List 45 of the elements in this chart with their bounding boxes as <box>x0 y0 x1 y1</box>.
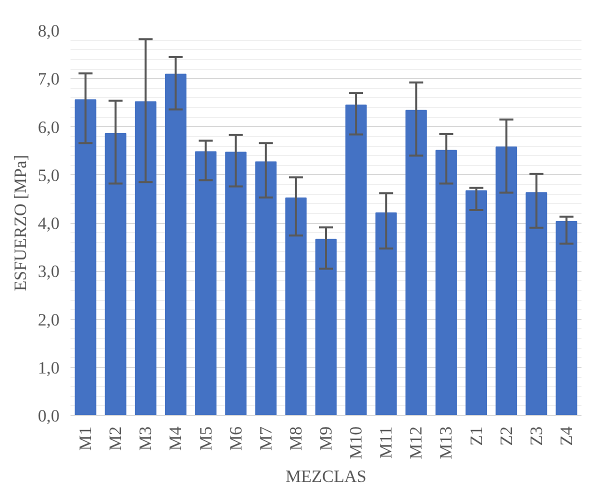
bar <box>164 74 186 416</box>
y-tick-label: 2,0 <box>38 310 60 330</box>
x-tick-label: M9 <box>316 426 336 451</box>
bar <box>134 101 156 416</box>
x-tick-label: M10 <box>346 426 366 460</box>
y-tick-label: 8,0 <box>38 22 60 40</box>
y-tick-label: 4,0 <box>38 214 60 233</box>
x-tick-label: M2 <box>106 426 126 451</box>
y-tick-label: 5,0 <box>38 166 60 185</box>
bar <box>225 152 247 416</box>
y-tick-label: 6,0 <box>38 118 60 137</box>
y-tick-label: 1,0 <box>38 358 60 378</box>
bar <box>436 150 457 416</box>
bar <box>496 146 518 416</box>
bar <box>315 238 337 416</box>
bar <box>375 212 397 416</box>
bar <box>74 99 96 416</box>
y-tick-label: 0,0 <box>38 406 60 426</box>
bar <box>255 161 277 416</box>
x-tick-label: M12 <box>406 426 426 460</box>
x-tick-label: M5 <box>196 426 216 451</box>
x-tick-label: M1 <box>76 426 96 451</box>
bar <box>556 221 578 416</box>
bar <box>104 132 126 416</box>
x-tick-label: Z2 <box>496 426 516 446</box>
y-tick-label: 7,0 <box>38 70 60 89</box>
x-tick-label: M4 <box>166 426 186 451</box>
bar <box>285 197 307 416</box>
bar <box>345 104 367 416</box>
y-axis-title: ESFUERZO [MPa] <box>10 154 30 292</box>
x-tick-label: M13 <box>436 426 456 460</box>
bar <box>405 110 427 416</box>
x-tick-label: M7 <box>256 426 276 451</box>
x-tick-label: M6 <box>226 426 246 451</box>
x-tick-label: M8 <box>286 426 306 451</box>
x-tick-label: M11 <box>376 426 396 459</box>
bar <box>466 190 488 416</box>
x-tick-label: Z3 <box>526 426 546 446</box>
x-tick-label: Z1 <box>466 426 486 446</box>
x-tick-label: Z4 <box>556 426 576 446</box>
x-axis-title: MEZCLAS <box>286 467 366 486</box>
y-tick-label: 3,0 <box>38 262 60 282</box>
x-tick-label: M3 <box>136 426 156 451</box>
bar <box>526 192 548 416</box>
bar <box>195 151 216 416</box>
